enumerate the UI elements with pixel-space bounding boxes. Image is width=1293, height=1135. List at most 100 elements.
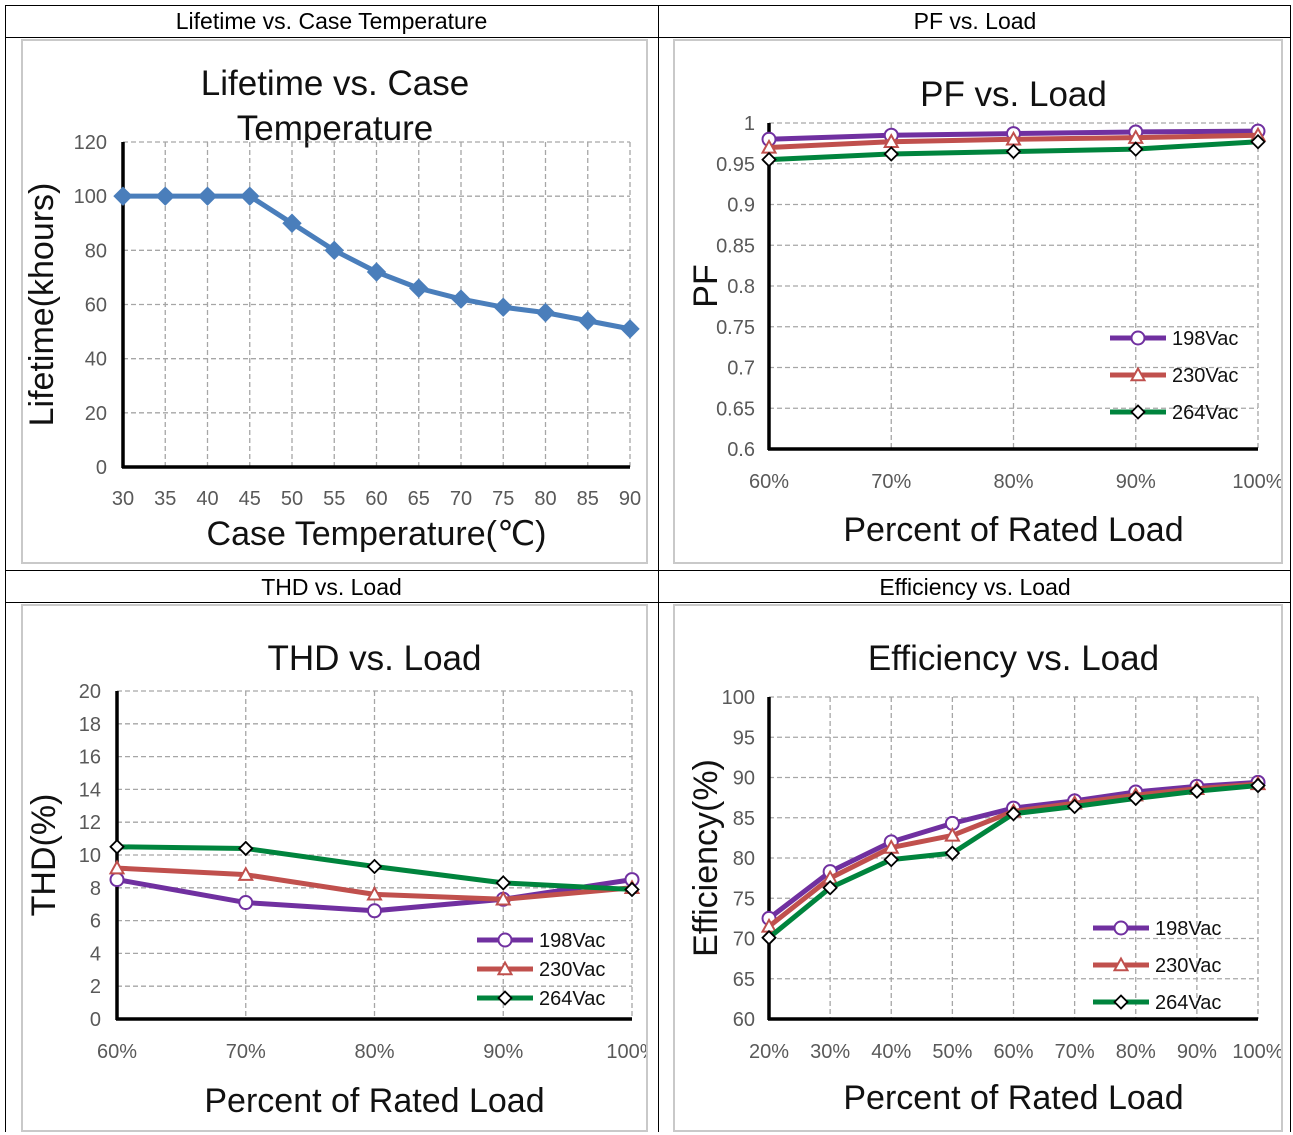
cell-title-thd: THD vs. Load [261,574,402,600]
data-point [883,146,900,162]
chart-panel-efficiency: Efficiency vs. Load 60 65 70 75 80 85 90 95 100 20… [673,604,1284,1132]
y-axis-label: THD(%) [25,794,63,917]
data-point [822,880,838,896]
y-tick-label: 16 [79,747,101,769]
data-point [620,319,640,339]
y-tick-label: 2 [90,976,101,998]
y-tick-label: 60 [85,295,107,317]
data-point [535,302,556,323]
data-point [1127,141,1144,157]
data-point [1127,790,1144,807]
x-tick-label: 60% [749,471,789,493]
data-point [366,858,383,875]
y-tick-label: 0 [90,1009,101,1031]
y-tick-label: 0 [96,457,107,479]
data-point [240,186,260,206]
legend-label: 264Vac [1155,992,1221,1014]
x-tick-label: 70 [450,488,472,510]
chart-title: Lifetime vs. Case [201,64,469,103]
data-point [366,885,383,901]
data-point [366,262,387,282]
y-tick-label: 1 [744,113,755,135]
y-tick-label: 75 [733,888,755,910]
x-tick-label: 80% [354,1041,394,1063]
y-tick-label: 18 [79,714,101,736]
y-tick-label: 0.65 [716,398,755,420]
y-tick-label: 0.85 [716,235,755,257]
pf-chart: PF vs. Load 0.6 0.65 0.7 0.75 0.8 0.85 0.9 0.95 1… [687,75,1284,549]
data-point [1189,783,1205,799]
y-tick-label: 20 [79,681,101,703]
x-axis-label: Percent of Rated Load [843,511,1183,549]
x-tick-label: 90% [1177,1041,1217,1063]
x-tick-label: 80% [993,471,1033,493]
x-tick-label: 80% [1116,1041,1156,1063]
legend-marker [497,990,513,1006]
x-tick-label: 35 [154,488,176,510]
y-tick-label: 0.75 [716,317,755,339]
data-point [197,186,218,206]
legend-label: 230Vac [539,959,605,981]
data-point [624,881,640,898]
x-tick-label: 30% [810,1041,850,1063]
thd-chart: THD vs. Load 0 2 4 6 8 10 12 14 16 18 20 60% 70% 80% 90… [25,639,658,1120]
data-point [1005,805,1022,822]
data-point [944,826,961,842]
chart-panel-lifetime: Lifetime vs. Case Temperature 0 20 40 60 80 100… [21,39,648,564]
x-tick-label: 100% [606,1041,646,1063]
y-tick-label: 60 [733,1009,755,1031]
table-border-top [5,5,1291,6]
x-tick-label: 70% [226,1041,266,1063]
data-point [1066,798,1083,815]
y-tick-label: 0.9 [727,195,755,217]
x-tick-label: 70% [1055,1041,1095,1063]
data-point [113,186,133,206]
legend-label: 198Vac [539,930,605,952]
data-point [944,845,961,861]
legend-marker [496,960,514,976]
data-point [108,859,126,875]
x-tick-label: 60% [993,1041,1033,1063]
y-tick-label: 70 [733,929,755,951]
y-tick-label: 80 [733,848,755,870]
data-point [495,875,512,891]
data-point [1250,777,1266,794]
data-point [1005,143,1022,160]
y-tick-label: 85 [733,808,755,830]
data-point [237,840,254,857]
legend-marker [1129,366,1147,382]
y-tick-label: 100 [74,186,107,208]
data-point [109,872,125,888]
data-point [495,890,512,906]
x-tick-label: 40 [196,488,218,510]
data-point [367,903,382,919]
x-tick-label: 40% [871,1041,911,1063]
x-tick-label: 60 [365,488,387,510]
x-tick-label: 90% [1116,471,1156,493]
data-point [578,311,598,331]
cell-title-efficiency: Efficiency vs. Load [879,574,1071,600]
y-tick-label: 20 [85,403,107,425]
x-axis-label: Case Temperature(℃) [207,515,547,553]
data-point [493,297,513,317]
legend-label: 264Vac [539,988,605,1010]
y-tick-label: 6 [90,911,101,933]
x-axis-label: Percent of Rated Load [204,1082,544,1120]
cell-title-lifetime: Lifetime vs. Case Temperature [175,8,488,34]
y-tick-label: 8 [90,878,101,900]
data-point [109,839,125,855]
x-tick-label: 20% [749,1041,789,1063]
data-point [761,151,777,168]
data-point [883,851,900,868]
legend-marker [1130,330,1146,346]
y-tick-label: 100 [722,687,755,709]
data-point [761,929,777,946]
cell-title-pf: PF vs. Load [913,8,1037,34]
data-point [324,240,344,261]
table-border-left [5,5,6,1132]
y-tick-label: 10 [79,845,101,867]
legend-marker [497,932,513,948]
y-axis-label: PF [687,264,725,307]
figure-table [5,5,1291,1132]
y-tick-label: 14 [79,779,101,801]
